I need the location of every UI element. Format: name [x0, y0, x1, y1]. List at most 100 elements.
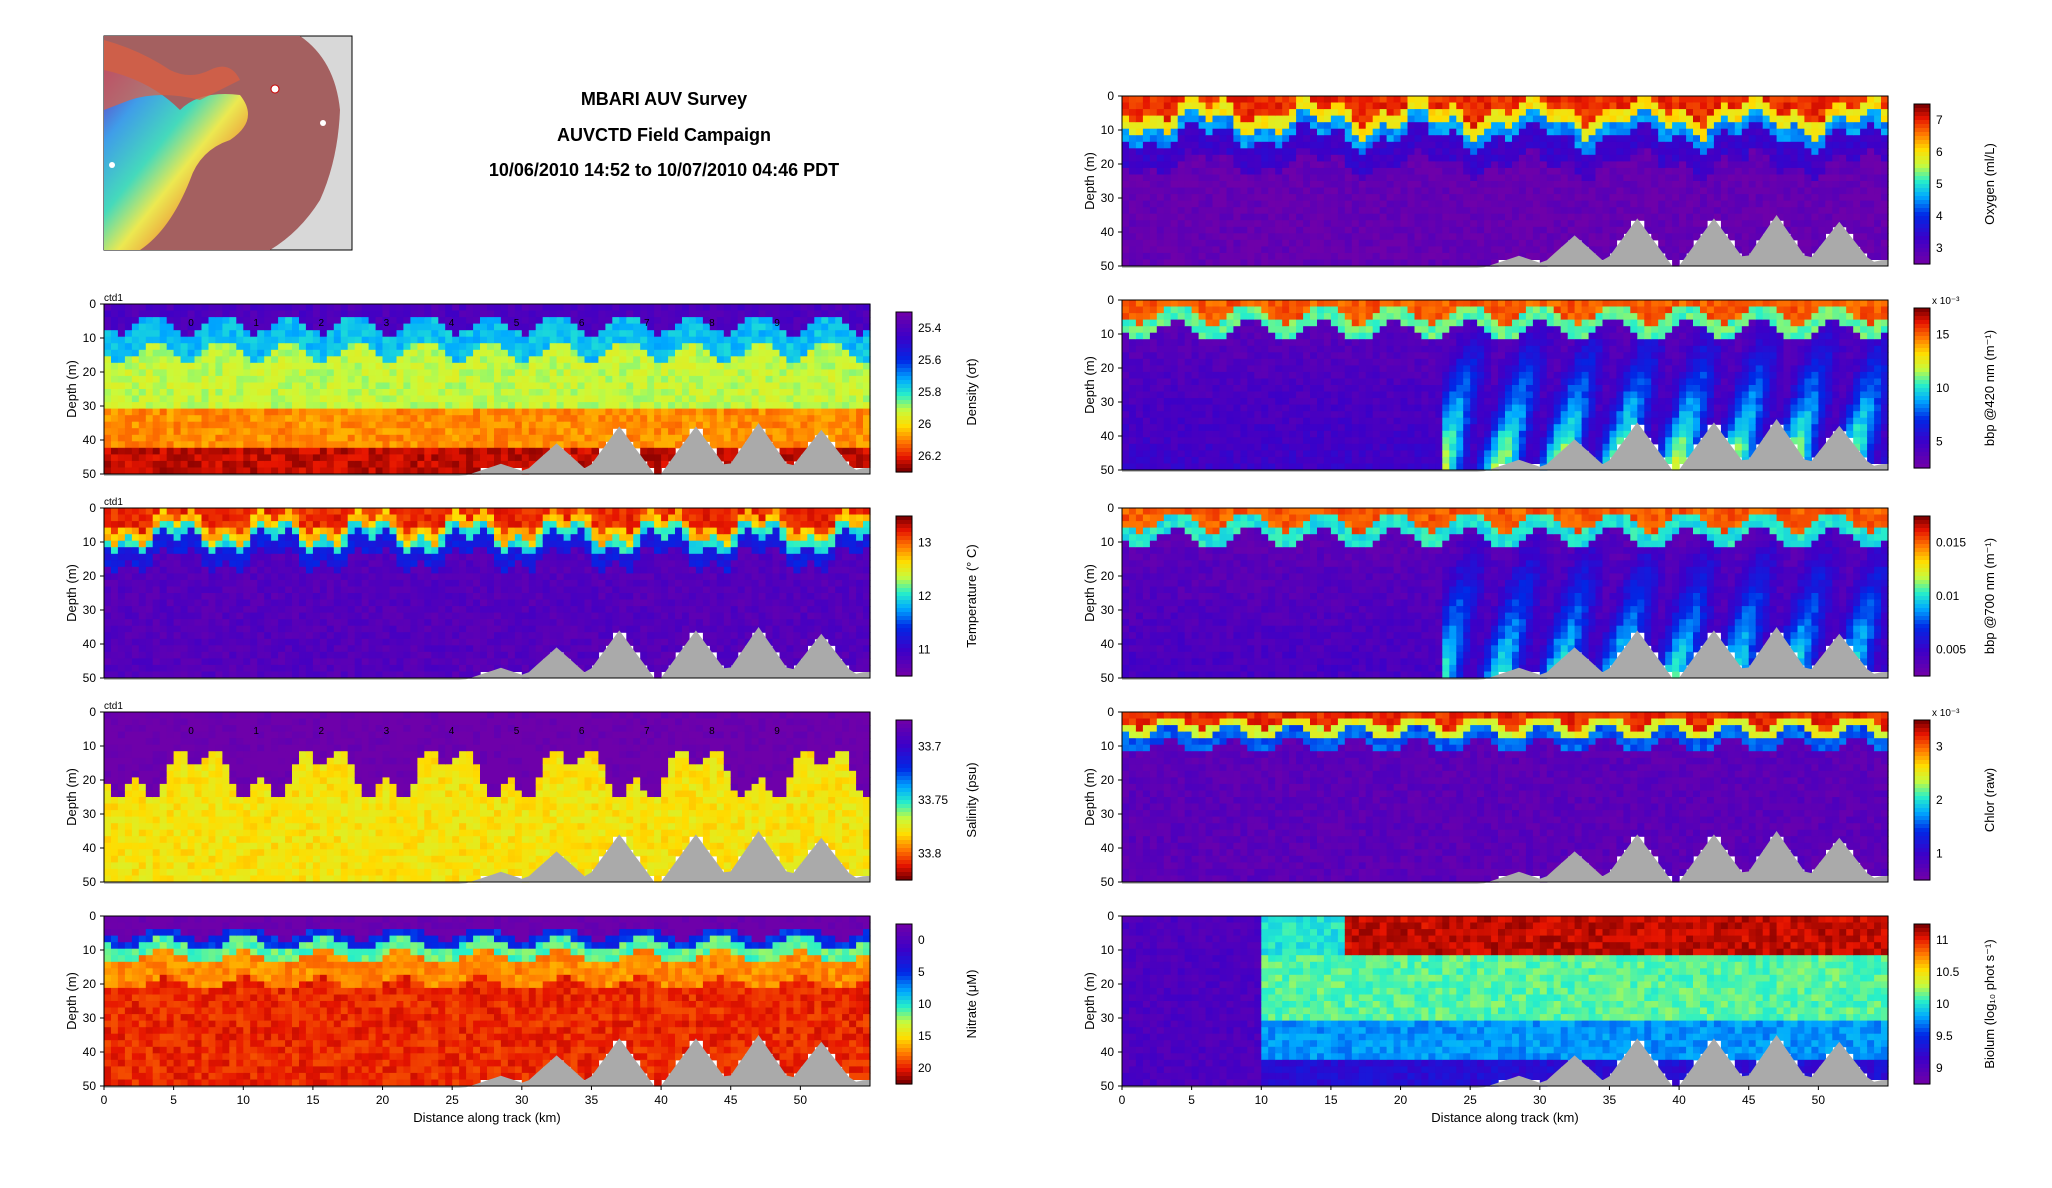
heat-cell [702, 599, 711, 607]
heat-cell [124, 625, 133, 633]
heat-cell [152, 304, 161, 312]
heat-cell [688, 540, 697, 548]
heat-cell [445, 349, 453, 357]
heat-cell [549, 573, 558, 581]
heat-cell [452, 606, 460, 614]
heat-cell [431, 460, 439, 468]
heat-cell [159, 336, 168, 344]
heat-cell [800, 336, 808, 344]
heat-cell [222, 658, 230, 666]
heat-cell [605, 421, 613, 429]
heat-cell [347, 356, 356, 364]
heat-cell [640, 375, 648, 383]
heat-cell [563, 317, 572, 325]
heat-cell [800, 375, 808, 383]
heat-cell [549, 599, 558, 607]
heat-cell [222, 566, 230, 574]
heat-cell [285, 382, 293, 390]
heat-cell [793, 362, 801, 370]
heat-cell [166, 658, 175, 666]
heat-cell [264, 428, 272, 436]
heat-cell [487, 579, 495, 587]
heat-cell [521, 606, 530, 614]
heat-cell [201, 343, 210, 351]
heat-cell [514, 336, 523, 344]
heat-cell [299, 395, 307, 403]
heat-cell [626, 593, 634, 601]
heat-cell [584, 612, 593, 620]
heat-cell [159, 434, 168, 442]
heat-cell [584, 508, 593, 516]
heat-cell [264, 304, 272, 312]
heat-cell [396, 395, 405, 403]
heat-cell [480, 421, 488, 429]
heat-cell [466, 599, 474, 607]
heat-cell [250, 573, 258, 581]
heat-cell [410, 553, 418, 561]
heat-cell [619, 343, 627, 351]
heat-cell [709, 508, 718, 516]
heat-cell [124, 527, 133, 535]
heat-cell [340, 651, 349, 659]
heat-cell [368, 343, 377, 351]
heat-cell [201, 310, 210, 318]
heat-cell [180, 508, 189, 516]
heat-cell [368, 606, 377, 614]
heat-cell [723, 508, 732, 516]
heat-cell [452, 586, 460, 594]
heat-cell [473, 395, 481, 403]
heat-cell [236, 441, 244, 449]
heat-cell [424, 514, 432, 522]
heat-cell [312, 547, 321, 555]
heat-cell [215, 579, 223, 587]
heat-cell [744, 349, 753, 357]
heat-cell [403, 447, 411, 455]
heat-cell [271, 632, 279, 640]
heat-cell [500, 651, 509, 659]
heat-cell [591, 402, 600, 410]
heat-cell [361, 560, 370, 568]
heat-cell [626, 395, 634, 403]
heat-cell [863, 356, 871, 364]
heat-cell [243, 547, 251, 555]
heat-cell [647, 534, 655, 542]
heat-cell [354, 317, 363, 325]
heat-cell [535, 521, 544, 529]
heat-cell [215, 573, 223, 581]
heat-cell [229, 362, 237, 370]
heat-cell [124, 460, 133, 468]
heat-cell [431, 356, 439, 364]
heat-cell [229, 310, 237, 318]
station-annotation: 8 [709, 318, 715, 329]
heat-cell [535, 349, 544, 357]
heat-cell [187, 579, 196, 587]
heat-cell [215, 356, 223, 364]
heat-cell [236, 632, 244, 640]
heat-cell [521, 521, 530, 529]
heat-cell [737, 310, 746, 318]
heat-cell [723, 566, 732, 574]
heat-cell [647, 460, 655, 468]
heat-cell [208, 310, 217, 318]
heat-cell [542, 395, 551, 403]
heat-cell [668, 389, 676, 397]
heat-cell [117, 408, 126, 416]
heat-cell [452, 553, 460, 561]
heat-cell [187, 632, 196, 640]
heat-cell [250, 560, 258, 568]
heat-cell [424, 304, 432, 312]
heat-cell [236, 454, 244, 462]
heat-cell [521, 310, 530, 318]
heat-cell [236, 664, 244, 672]
heat-cell [145, 658, 154, 666]
heat-cell [702, 415, 711, 423]
heat-cell [842, 317, 850, 325]
heat-cell [800, 402, 808, 410]
heat-cell [702, 323, 711, 331]
heat-cell [410, 330, 418, 338]
heat-cell [584, 547, 593, 555]
heat-cell [730, 395, 739, 403]
heat-cell [361, 658, 370, 666]
heat-cell [856, 356, 864, 364]
heat-cell [124, 521, 133, 529]
